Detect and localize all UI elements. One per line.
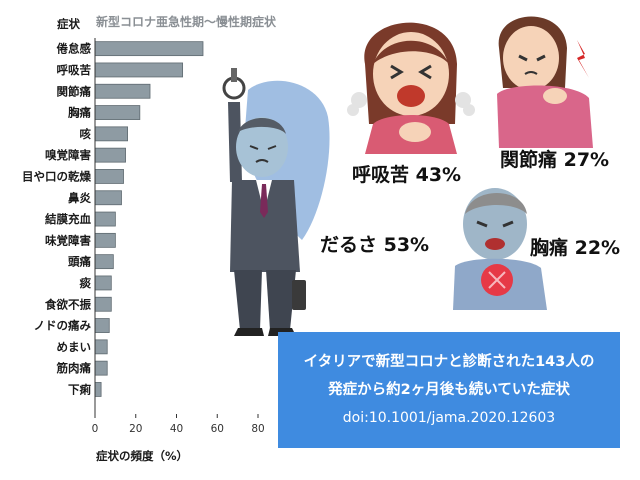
bar-8 [94, 190, 122, 206]
x-axis-label: 症状の頻度（%） [96, 449, 188, 463]
category-header: 症状 [57, 17, 80, 31]
category-label: 目や口の乾燥 [22, 169, 91, 183]
bar-14 [94, 318, 110, 333]
study-description-line2: 発症から約2ヶ月後も続いていた症状 [328, 382, 570, 398]
man-chest-pain-illustration [453, 188, 547, 310]
woman-coughing-illustration [347, 22, 475, 154]
category-label: 味覚障害 [45, 233, 91, 247]
joint-pain-callout: 関節痛 27% [500, 149, 610, 171]
study-info-box: イタリアで新型コロナと診断された143人の 発症から約2ヶ月後も続いていた症状 … [278, 332, 620, 448]
woman-shoulder-pain-illustration [497, 16, 593, 148]
fatigue-callout: だるさ 53% [320, 234, 430, 256]
dyspnea-callout: 呼吸苦 43% [352, 164, 462, 186]
tired-commuter-illustration [222, 68, 330, 336]
category-label: 食欲不振 [45, 297, 91, 311]
category-label: 倦怠感 [57, 42, 92, 56]
category-label: 鼻炎 [68, 191, 91, 205]
bar-4 [94, 105, 141, 120]
x-tick-label: 60 [211, 423, 224, 435]
bar-9 [94, 211, 116, 227]
category-label: 胸痛 [68, 106, 91, 120]
bar-17 [94, 382, 102, 397]
bars-group [94, 41, 204, 397]
x-tick-label: 20 [129, 423, 142, 435]
category-label: 痰 [80, 276, 92, 290]
chart-title: 新型コロナ亜急性期〜慢性期症状 [96, 14, 277, 29]
bar-3 [94, 83, 151, 99]
category-label: 結膜充血 [45, 212, 91, 226]
category-label: 関節痛 [57, 84, 92, 98]
category-label: 頭痛 [68, 255, 91, 269]
x-tick-label: 0 [92, 423, 99, 435]
bar-5 [94, 126, 128, 142]
chest-pain-callout: 胸痛 22% [530, 237, 621, 259]
bar-10 [94, 232, 116, 248]
x-tick-label: 80 [251, 423, 264, 435]
bar-2 [94, 62, 184, 78]
bar-7 [94, 169, 124, 184]
category-label: 下痢 [68, 382, 91, 396]
x-axis-ticks: 0 20 40 60 80 [92, 414, 265, 435]
bar-11 [94, 254, 114, 270]
category-label: ノドの痛み [34, 319, 92, 333]
x-tick-label: 40 [170, 423, 183, 435]
bar-1 [94, 41, 204, 57]
category-label: 咳 [80, 127, 92, 141]
study-doi: doi:10.1001/jama.2020.12603 [342, 410, 556, 426]
bar-6 [94, 147, 126, 163]
category-label: 筋肉痛 [56, 361, 92, 375]
bar-16 [94, 360, 108, 376]
study-description-line1: イタリアで新型コロナと診断された143人の [303, 354, 595, 370]
category-label: 呼吸苦 [57, 63, 92, 77]
category-labels: 倦怠感呼吸苦関節痛胸痛咳嗅覚障害目や口の乾燥鼻炎結膜充血味覚障害頭痛痰食欲不振ノ… [22, 42, 92, 397]
bar-15 [94, 339, 108, 355]
category-label: 嗅覚障害 [45, 148, 91, 162]
bar-12 [94, 275, 112, 291]
bar-13 [94, 296, 112, 312]
category-label: めまい [57, 340, 92, 354]
